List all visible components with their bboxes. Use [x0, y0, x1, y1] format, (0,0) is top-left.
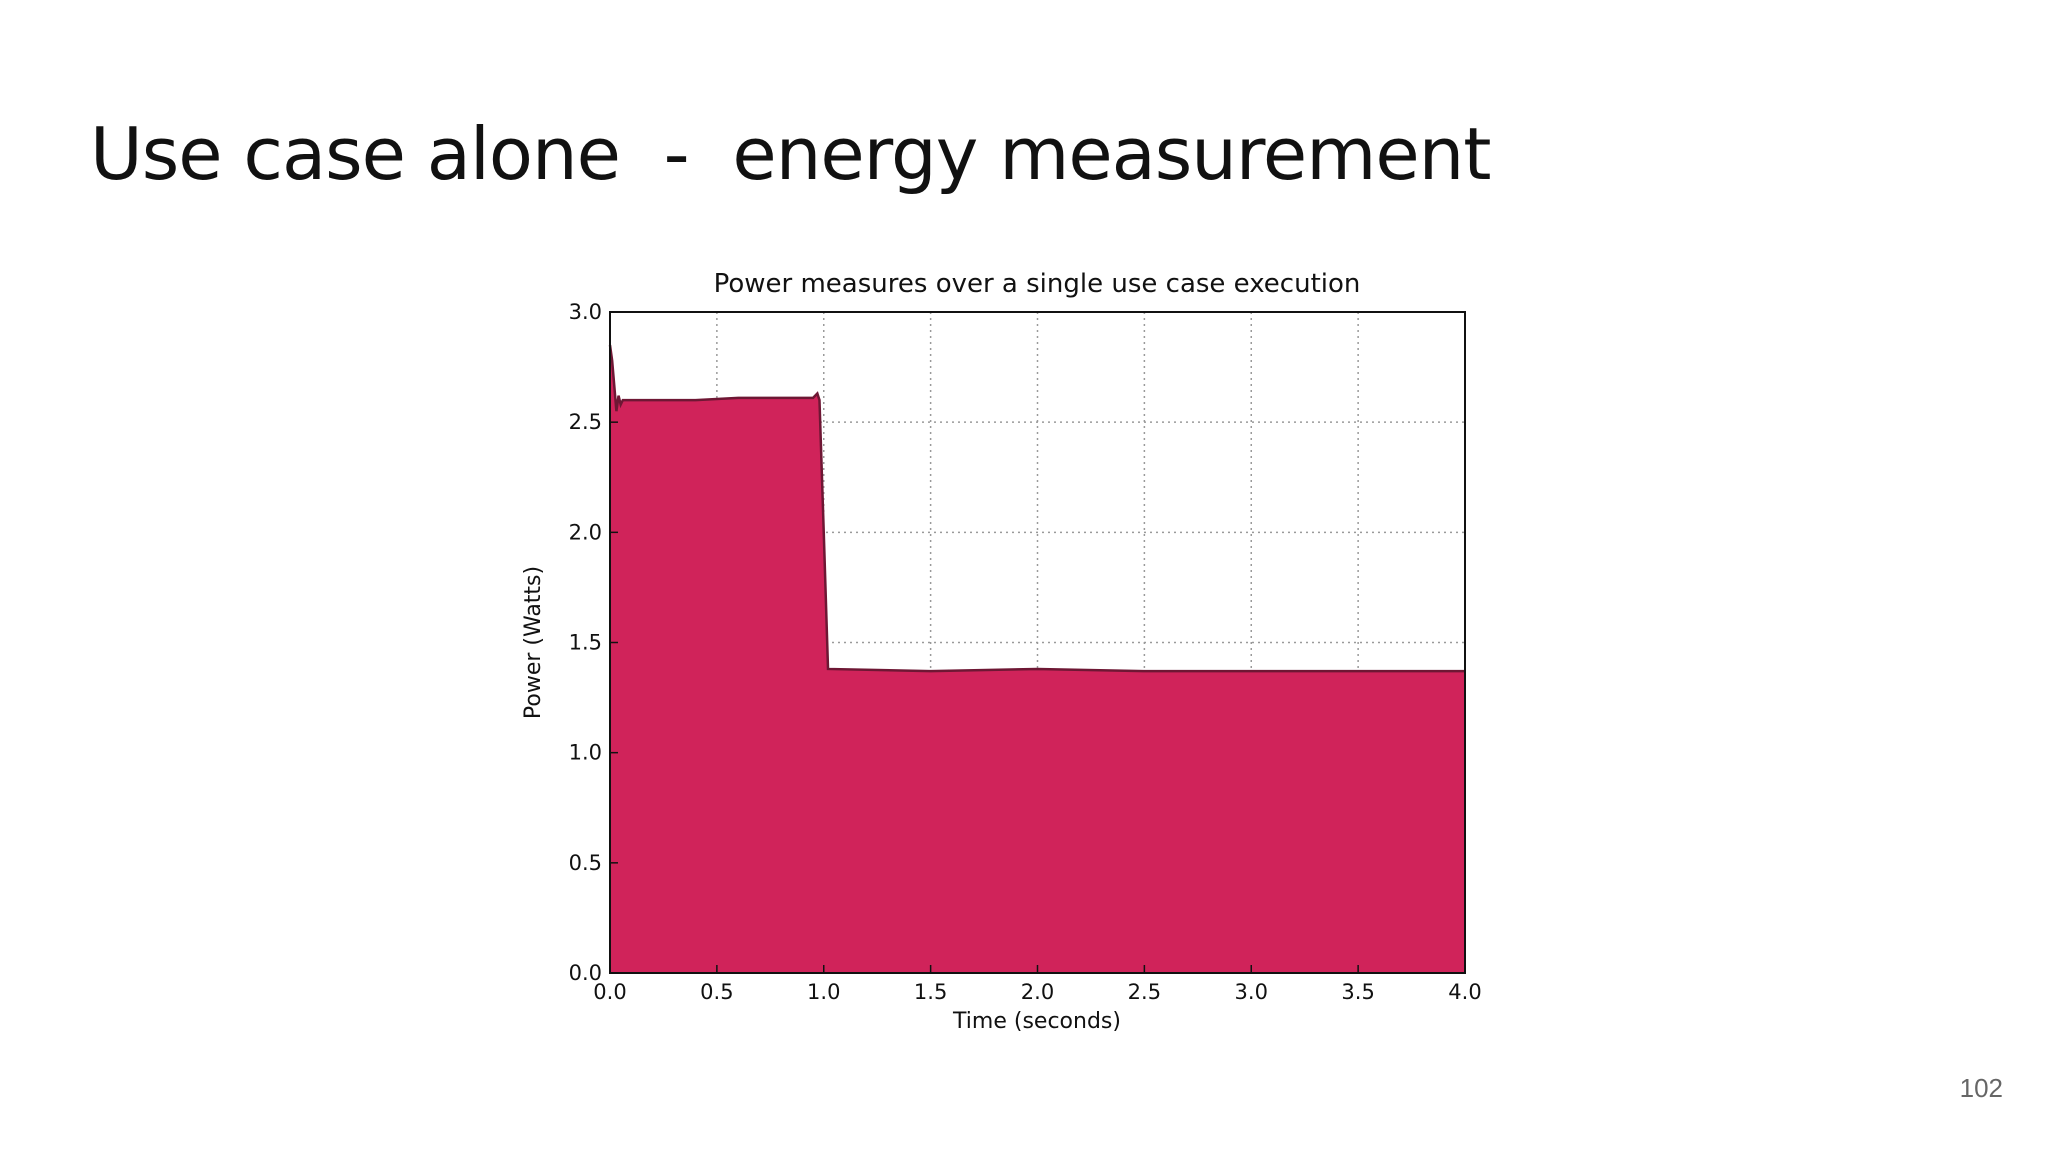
- y-tick-label-0.5: 0.5: [569, 851, 602, 875]
- y-tick-label-2.5: 2.5: [569, 410, 602, 434]
- series-line: [608, 344, 1465, 673]
- power-chart: 0.0 0.5 1.0 1.5 2.0 2.5 3.0 3.5 4.0 0.0 0.5 1.0 1.5…: [521, 269, 1482, 1034]
- x-tick-label-4.0: 4.0: [1448, 980, 1481, 1004]
- axes: [609, 311, 1466, 974]
- x-tick-labels: 0.0 0.5 1.0 1.5 2.0 2.5 3.0 3.5 4.0: [593, 980, 1481, 1004]
- y-tick-labels: 0.0 0.5 1.0 1.5 2.0 2.5 3.0: [569, 300, 602, 985]
- x-tick-label-0.5: 0.5: [700, 980, 733, 1004]
- x-tick-label-1.5: 1.5: [914, 980, 947, 1004]
- x-tick-label-1.0: 1.0: [807, 980, 840, 1004]
- area-series: [608, 344, 1465, 973]
- chart-title: Power measures over a single use case ex…: [714, 269, 1361, 299]
- y-tick-label-0.0: 0.0: [569, 961, 602, 985]
- slide-title: Use case alone - energy measurement: [90, 112, 1492, 196]
- x-tick-label-0.0: 0.0: [593, 980, 626, 1004]
- chart-container: 0.0 0.5 1.0 1.5 2.0 2.5 3.0 3.5 4.0 0.0 0.5 1.0 1.5…: [500, 260, 1510, 1060]
- y-tick-label-2.0: 2.0: [569, 520, 602, 544]
- x-axis-label: Time (seconds): [952, 1009, 1121, 1034]
- x-tick-label-3.0: 3.0: [1235, 980, 1268, 1004]
- x-tick-label-2.5: 2.5: [1128, 980, 1161, 1004]
- y-tick-label-1.0: 1.0: [569, 741, 602, 765]
- y-axis-label: Power (Watts): [521, 566, 546, 719]
- x-tick-label-2.0: 2.0: [1021, 980, 1054, 1004]
- slide-number: 102: [1959, 1073, 2003, 1103]
- y-tick-label-3.0: 3.0: [569, 300, 602, 324]
- y-tick-label-1.5: 1.5: [569, 631, 602, 655]
- x-tick-label-3.5: 3.5: [1341, 980, 1374, 1004]
- area-fill: [610, 345, 1465, 973]
